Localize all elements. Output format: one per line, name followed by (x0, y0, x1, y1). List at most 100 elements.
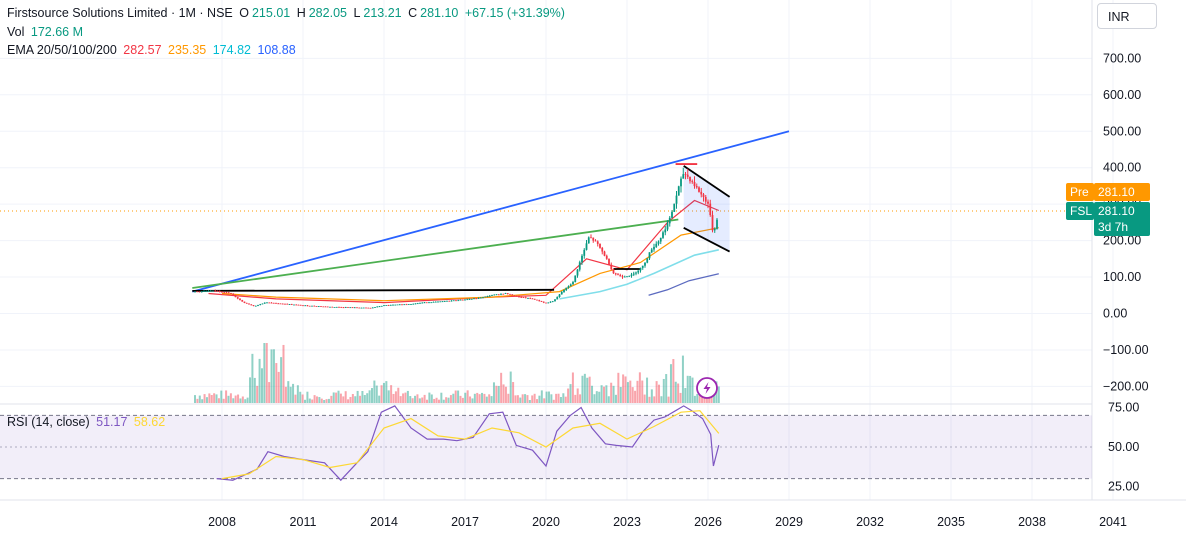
rsi-ma-value: 58.62 (133, 415, 166, 429)
volume-bar (260, 368, 263, 403)
candle-body (335, 306, 338, 308)
time-tick-label: 2032 (856, 515, 884, 529)
candle-body (522, 297, 525, 298)
volume-bar (540, 390, 543, 403)
candle-body (385, 305, 388, 306)
candle-body (329, 306, 331, 308)
volume-bar (426, 399, 429, 403)
volume-bar (402, 393, 405, 403)
volume-bars (194, 343, 720, 403)
candle-body (459, 299, 462, 301)
candle-body (225, 292, 228, 294)
volume-bar (308, 398, 311, 403)
trend-drawings[interactable] (192, 130, 790, 293)
volume-bar (258, 358, 261, 403)
candle-body (603, 251, 606, 256)
candle-body (396, 304, 399, 306)
volume-bar (528, 399, 531, 403)
candle-body (495, 294, 498, 296)
candle-body (304, 305, 307, 307)
candle-body (387, 305, 390, 306)
candle-body (322, 306, 325, 308)
volume-bar (280, 357, 283, 403)
candle-body (430, 302, 433, 304)
candle-body (612, 269, 615, 274)
price-tick-label: 400.00 (1103, 161, 1141, 175)
change-value: +67.15 (+31.39%) (464, 6, 565, 20)
volume-bar (361, 391, 364, 403)
volume-bar (658, 384, 661, 403)
candle-body (617, 274, 619, 276)
price-axis[interactable]: 700.00600.00500.00400.00300.00200.00100.… (1103, 51, 1149, 493)
candle-body (270, 302, 273, 304)
volume-bar (650, 389, 653, 403)
volume-bar (629, 380, 632, 403)
volume-bar (607, 396, 610, 403)
candle-body (695, 186, 698, 188)
candle-body (378, 306, 381, 308)
chart-misc (696, 377, 718, 399)
lightning-icon-bolt (703, 382, 711, 394)
symbol-title[interactable]: Firstsource Solutions Limited · 1M · NSE (7, 6, 233, 20)
candle-body (468, 299, 471, 300)
volume-bar (301, 394, 304, 403)
volume-bar (270, 349, 273, 403)
price-tick-label: −100.00 (1103, 343, 1149, 357)
candle-body (700, 191, 703, 195)
symbol-legend[interactable]: Firstsource Solutions Limited · 1M · NSE… (7, 5, 568, 21)
candle-body (333, 307, 336, 308)
volume-bar (430, 394, 433, 403)
volume-bar (461, 397, 464, 403)
candle-body (194, 291, 196, 293)
volume-bar (646, 377, 649, 403)
price-tick-label: 100.00 (1103, 270, 1141, 284)
volume-bar (538, 395, 541, 403)
volume-bar (576, 388, 579, 403)
candle-body (324, 306, 327, 308)
volume-bar (416, 394, 419, 403)
candle-body (461, 299, 464, 301)
volume-bar (356, 390, 359, 403)
ema-legend[interactable]: EMA 20/50/100/200 282.57 235.35 174.82 1… (7, 42, 299, 58)
vol-label: Vol (7, 25, 25, 39)
candle-body (702, 194, 705, 197)
candle-body (605, 255, 608, 259)
volume-bar (485, 396, 488, 403)
volume-bar (442, 399, 445, 403)
candle-body (257, 304, 259, 306)
volume-bar (239, 398, 242, 403)
candle-body (610, 264, 613, 270)
time-axis[interactable]: 2008 2011 2014 2017 2020 2023 2026 2029 2032 2035… (208, 515, 1127, 529)
volume-bar (208, 393, 211, 403)
candle-body (569, 284, 572, 287)
candle-body (653, 246, 655, 250)
rsi-legend[interactable]: RSI (14, close) 51.17 58.62 (7, 414, 168, 430)
volume-bar (363, 395, 366, 403)
currency-button[interactable]: INR (1097, 3, 1157, 29)
candle-body (196, 291, 199, 293)
candle-body (599, 243, 601, 248)
volume-bar (681, 355, 684, 403)
rsi-value: 51.17 (96, 415, 128, 429)
volume-bar (662, 378, 665, 403)
candle-body (299, 304, 302, 306)
candle-body (410, 304, 412, 305)
volume-bar (481, 392, 484, 403)
volume-legend[interactable]: Vol 172.66 M (7, 24, 86, 40)
candle-body (529, 298, 532, 299)
candle-body (347, 307, 349, 309)
volume-bar (519, 397, 522, 403)
volume-bar (557, 393, 560, 403)
candle-body (509, 294, 511, 295)
volume-bar (232, 398, 235, 403)
candle-body (518, 296, 520, 298)
candle-body (275, 302, 277, 304)
candle-body (560, 291, 563, 295)
candle-body (443, 301, 446, 302)
candle-body (646, 258, 649, 263)
volume-bar (533, 393, 536, 403)
price-tick-label: −200.00 (1103, 379, 1149, 393)
time-tick-label: 2020 (532, 515, 560, 529)
candle-body (356, 307, 358, 309)
